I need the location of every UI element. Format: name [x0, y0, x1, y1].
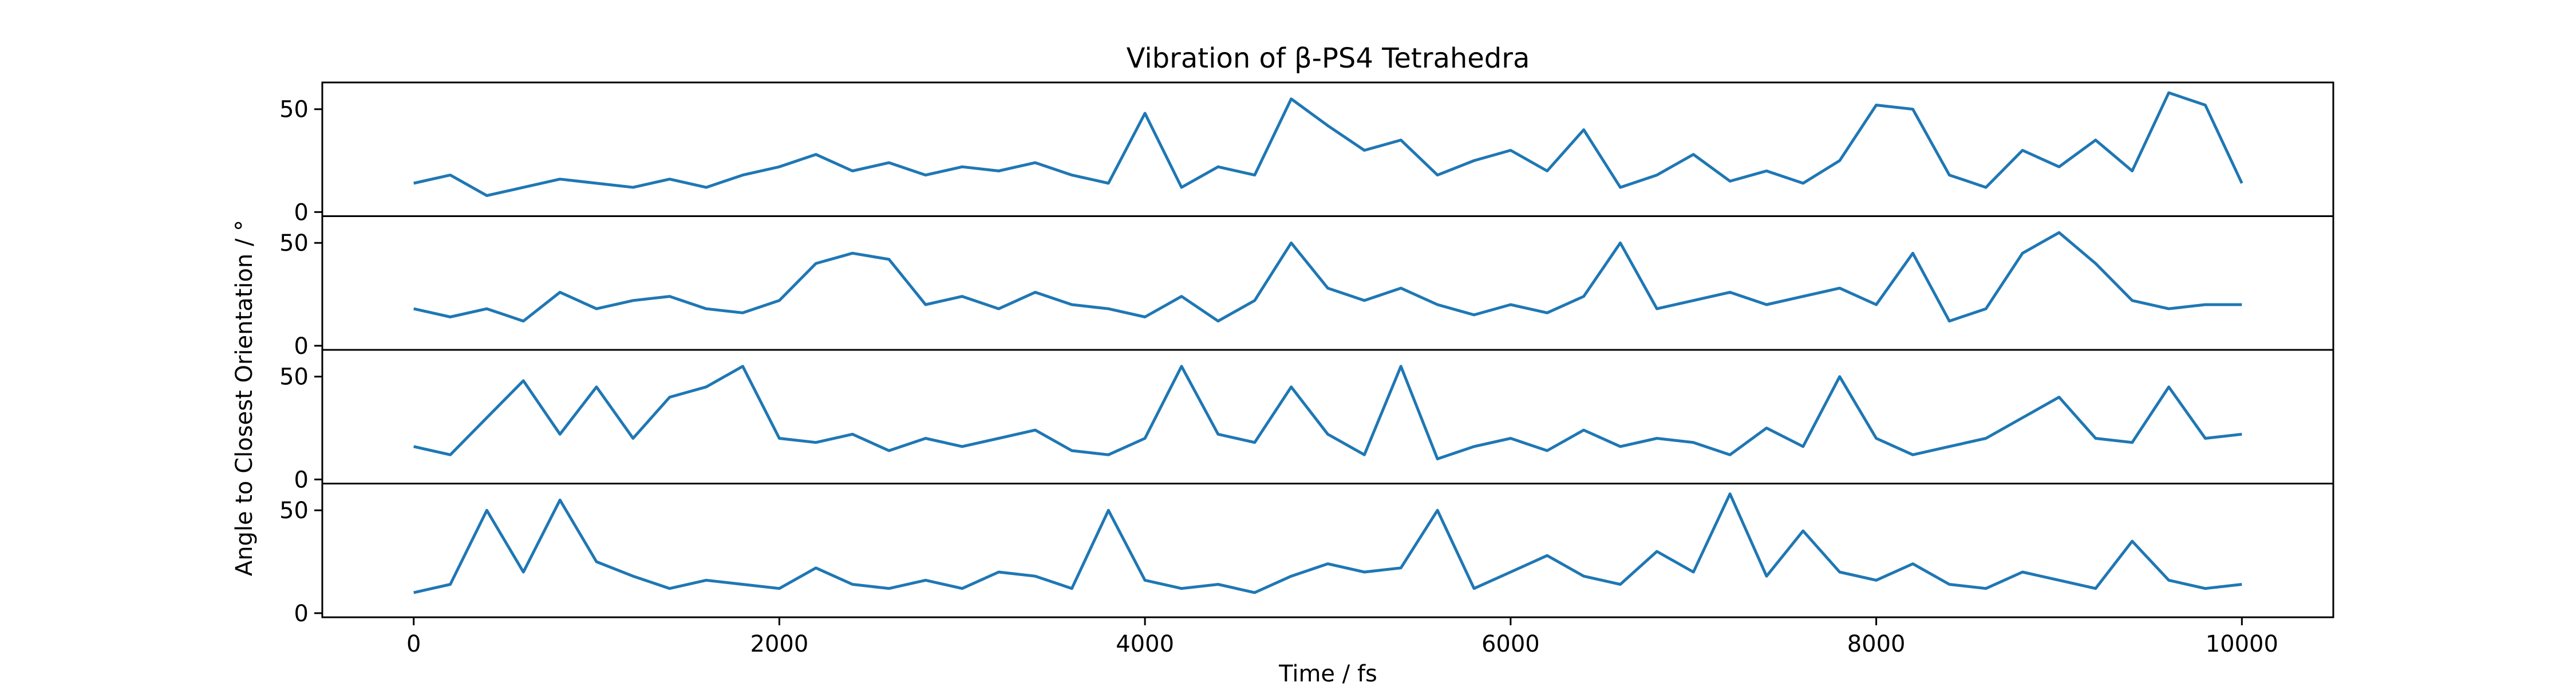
- subplot-panels: 0 50 0 50 0 50 0 50: [279, 81, 2334, 627]
- subplot-2: 0 50: [279, 215, 2334, 360]
- subplot-frame: [321, 81, 2334, 217]
- subplot-frame: [321, 215, 2334, 351]
- y-tick-label: 0: [294, 601, 309, 627]
- x-tick-label: 2000: [750, 631, 809, 657]
- subplot-1: 0 50: [279, 81, 2334, 226]
- y-tick-label: 0: [294, 467, 309, 493]
- x-tick-label: 4000: [1116, 631, 1174, 657]
- series-line-1: [413, 91, 2243, 198]
- x-tick-label: 6000: [1481, 631, 1540, 657]
- y-tick-label: 0: [294, 199, 309, 226]
- x-tick-label: 8000: [1847, 631, 1906, 657]
- series-line-2: [413, 231, 2242, 323]
- series-line-4: [413, 492, 2242, 594]
- subplot-4: 0 50: [279, 483, 2334, 627]
- subplot-3: 0 50: [279, 349, 2334, 493]
- y-tick-label: 50: [279, 364, 309, 391]
- x-axis-label: Time / fs: [1278, 661, 1377, 687]
- x-tick-label: 0: [406, 631, 421, 657]
- y-tick-label: 50: [279, 97, 309, 123]
- subplot-frame: [321, 483, 2334, 618]
- series-line-3: [413, 365, 2242, 460]
- y-tick-label: 0: [294, 333, 309, 360]
- subplot-frame: [321, 349, 2334, 484]
- x-axis: 0 2000 4000 6000 8000 10000: [406, 617, 2278, 657]
- y-axis-label: Angle to Closest Orientation / °: [231, 220, 258, 576]
- chart-title: Vibration of β-PS4 Tetrahedra: [1127, 42, 1530, 74]
- x-tick-label: 10000: [2206, 631, 2278, 657]
- y-tick-label: 50: [279, 498, 309, 524]
- y-tick-label: 50: [279, 230, 309, 257]
